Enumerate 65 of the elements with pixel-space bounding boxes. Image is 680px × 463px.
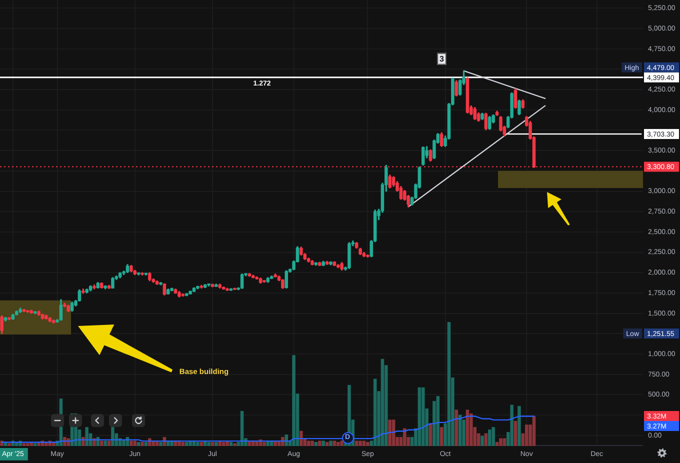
bar (107, 440, 111, 446)
bar (207, 442, 210, 446)
bar (362, 440, 366, 446)
bar (184, 442, 188, 446)
bar (181, 442, 185, 446)
bar (403, 428, 406, 446)
bar (22, 443, 26, 446)
bar (314, 442, 318, 446)
bar (325, 442, 329, 446)
bar (470, 413, 473, 446)
bar (329, 440, 332, 446)
bar (200, 442, 204, 446)
bar (322, 440, 325, 446)
annotation: 3 (440, 54, 445, 64)
bar (140, 442, 144, 446)
bar (210, 442, 214, 446)
bar (354, 440, 358, 446)
bar (133, 440, 137, 446)
bar (373, 378, 377, 446)
bar (524, 424, 528, 446)
bar (130, 440, 133, 446)
bar (318, 440, 322, 446)
bar (332, 440, 336, 446)
bar (306, 440, 310, 446)
bar (8, 443, 11, 446)
bar (340, 440, 344, 446)
bar (532, 416, 536, 446)
bar (104, 440, 107, 446)
bar (262, 442, 266, 446)
bar (300, 430, 303, 446)
bar (499, 438, 502, 446)
bar (85, 427, 88, 446)
bar (418, 387, 422, 446)
bar (111, 427, 114, 446)
bar (447, 322, 451, 446)
bar (358, 440, 362, 446)
bar (502, 438, 506, 446)
bar (159, 442, 162, 446)
bar (229, 442, 233, 446)
bar (495, 442, 499, 446)
bar (26, 443, 30, 446)
bar (440, 427, 444, 446)
bar (100, 440, 104, 446)
bar (196, 442, 200, 446)
bar (233, 443, 236, 446)
bar (514, 420, 518, 446)
bar (144, 442, 148, 446)
bar (136, 442, 140, 446)
bar (436, 396, 440, 446)
bar (380, 358, 384, 446)
bar (214, 442, 218, 446)
bar (388, 420, 392, 446)
bar (366, 442, 370, 446)
bar (488, 430, 492, 446)
bar (518, 406, 521, 446)
bar (292, 355, 296, 446)
bar (492, 427, 495, 446)
bar (336, 442, 340, 446)
bar (33, 443, 37, 446)
bar (222, 442, 226, 446)
bar (484, 433, 488, 446)
bar (421, 387, 425, 446)
bar (480, 436, 484, 446)
bar (510, 404, 514, 446)
bar (310, 440, 314, 446)
